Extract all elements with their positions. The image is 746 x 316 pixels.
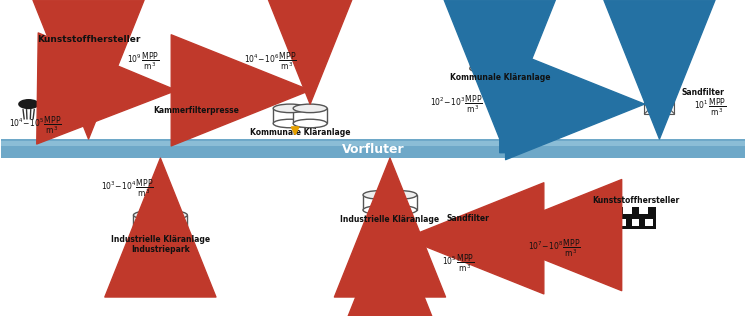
Text: Kunststoffhersteller: Kunststoffhersteller <box>37 35 140 44</box>
Text: $10^4\!-\!10^6\,\dfrac{\mathrm{MPP}}{\mathrm{m}^3}$: $10^4\!-\!10^6\,\dfrac{\mathrm{MPP}}{\ma… <box>244 50 297 72</box>
Ellipse shape <box>492 47 530 57</box>
Polygon shape <box>66 65 111 81</box>
Text: $10^9\,\dfrac{\mathrm{MPP}}{\mathrm{m}^3}$: $10^9\,\dfrac{\mathrm{MPP}}{\mathrm{m}^3… <box>128 50 160 72</box>
Ellipse shape <box>273 119 307 128</box>
Text: Kommunale Kläranlage: Kommunale Kläranlage <box>250 128 351 137</box>
Polygon shape <box>470 52 508 69</box>
Polygon shape <box>453 225 483 252</box>
Polygon shape <box>293 108 327 124</box>
Polygon shape <box>648 207 656 216</box>
Polygon shape <box>178 78 216 102</box>
Ellipse shape <box>154 211 187 219</box>
Polygon shape <box>67 57 75 67</box>
Text: Kunststoffhersteller: Kunststoffhersteller <box>592 196 679 205</box>
Text: $10^4\!-\!10^5\,\dfrac{\mathrm{MPP}}{\mathrm{m}^3}$: $10^4\!-\!10^5\,\dfrac{\mathrm{MPP}}{\ma… <box>9 114 61 136</box>
Text: Kammerfilterpresse: Kammerfilterpresse <box>154 106 239 115</box>
Ellipse shape <box>470 47 508 57</box>
Text: Sandfilter: Sandfilter <box>446 214 489 223</box>
Ellipse shape <box>383 191 417 199</box>
Ellipse shape <box>492 64 530 73</box>
Text: Kommunale Kläranlage: Kommunale Kläranlage <box>450 73 550 82</box>
Polygon shape <box>618 219 626 226</box>
Polygon shape <box>632 219 639 226</box>
Text: $10^5\,\dfrac{\mathrm{MPP}}{\mathrm{m}^3}$: $10^5\,\dfrac{\mathrm{MPP}}{\mathrm{m}^3… <box>442 252 474 274</box>
Text: Industrielle Kläranlage
Industriepark: Industrielle Kläranlage Industriepark <box>111 235 210 254</box>
Ellipse shape <box>383 206 417 214</box>
Ellipse shape <box>154 226 187 234</box>
Polygon shape <box>70 70 78 78</box>
Polygon shape <box>102 57 110 67</box>
Polygon shape <box>85 57 93 67</box>
Text: $10^7\!-\!10^8\,\dfrac{\mathrm{MPP}}{\mathrm{m}^3}$: $10^7\!-\!10^8\,\dfrac{\mathrm{MPP}}{\ma… <box>528 238 581 259</box>
Polygon shape <box>134 215 167 230</box>
Ellipse shape <box>134 226 167 234</box>
Polygon shape <box>85 70 93 78</box>
Ellipse shape <box>293 119 327 128</box>
Polygon shape <box>492 52 530 69</box>
Ellipse shape <box>273 104 307 112</box>
Polygon shape <box>383 195 417 210</box>
Polygon shape <box>154 215 187 230</box>
Text: Vorfluter: Vorfluter <box>342 143 404 156</box>
Ellipse shape <box>18 99 39 109</box>
Polygon shape <box>615 214 656 228</box>
Text: Industrielle Kläranlage: Industrielle Kläranlage <box>340 215 439 224</box>
Polygon shape <box>363 195 397 210</box>
Text: $10^3\!-\!10^4\,\dfrac{\mathrm{MPP}}{\mathrm{m}^3}$: $10^3\!-\!10^4\,\dfrac{\mathrm{MPP}}{\ma… <box>101 177 153 199</box>
Polygon shape <box>645 219 653 226</box>
Polygon shape <box>1 139 745 158</box>
Text: Sandfilter: Sandfilter <box>681 88 724 97</box>
Ellipse shape <box>293 104 327 112</box>
Ellipse shape <box>363 191 397 199</box>
Polygon shape <box>99 70 107 78</box>
Text: $10^2\!-\!10^3\,\dfrac{\mathrm{MPP}}{\mathrm{m}^3}$: $10^2\!-\!10^3\,\dfrac{\mathrm{MPP}}{\ma… <box>430 93 483 115</box>
Polygon shape <box>273 108 307 124</box>
Text: $10^1\,\dfrac{\mathrm{MPP}}{\mathrm{m}^3}$: $10^1\,\dfrac{\mathrm{MPP}}{\mathrm{m}^3… <box>695 96 727 118</box>
Polygon shape <box>1 141 745 146</box>
Ellipse shape <box>134 211 167 219</box>
Polygon shape <box>645 85 674 114</box>
Polygon shape <box>632 207 639 216</box>
Ellipse shape <box>470 64 508 73</box>
Polygon shape <box>615 207 623 216</box>
Ellipse shape <box>363 206 397 214</box>
